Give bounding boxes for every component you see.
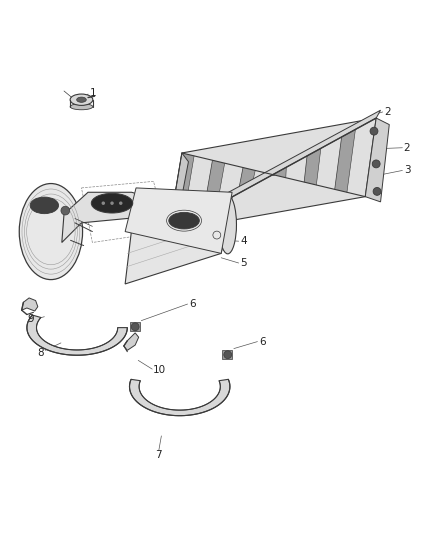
Text: 9: 9 xyxy=(27,314,34,324)
Polygon shape xyxy=(62,192,153,243)
Polygon shape xyxy=(365,118,389,202)
Bar xyxy=(223,350,232,359)
Polygon shape xyxy=(169,153,194,231)
Ellipse shape xyxy=(70,103,93,110)
Polygon shape xyxy=(304,148,321,185)
Polygon shape xyxy=(21,298,38,311)
Polygon shape xyxy=(238,167,255,193)
Ellipse shape xyxy=(70,94,93,106)
Bar xyxy=(130,322,140,331)
Polygon shape xyxy=(272,167,286,177)
Polygon shape xyxy=(162,231,182,248)
Ellipse shape xyxy=(219,195,237,254)
Polygon shape xyxy=(125,188,232,253)
Circle shape xyxy=(370,127,378,135)
Ellipse shape xyxy=(169,212,199,229)
Polygon shape xyxy=(27,315,127,355)
Polygon shape xyxy=(203,160,225,213)
Ellipse shape xyxy=(91,193,133,213)
Text: 7: 7 xyxy=(155,450,162,460)
Circle shape xyxy=(131,323,139,330)
Text: 3: 3 xyxy=(404,165,410,175)
Circle shape xyxy=(61,206,70,215)
Circle shape xyxy=(102,201,105,205)
Polygon shape xyxy=(130,379,230,416)
Text: 1: 1 xyxy=(90,88,97,98)
Text: 2: 2 xyxy=(384,107,391,117)
Text: 6: 6 xyxy=(189,299,196,309)
Polygon shape xyxy=(169,118,376,231)
Polygon shape xyxy=(335,130,356,192)
Polygon shape xyxy=(124,333,139,350)
Text: 2: 2 xyxy=(404,143,410,153)
Text: 5: 5 xyxy=(240,258,247,268)
Circle shape xyxy=(372,160,380,168)
Polygon shape xyxy=(125,192,232,284)
Text: 10: 10 xyxy=(152,366,166,375)
Polygon shape xyxy=(169,110,381,231)
Text: 8: 8 xyxy=(38,348,44,358)
Circle shape xyxy=(373,188,381,195)
Circle shape xyxy=(224,351,232,359)
Ellipse shape xyxy=(19,183,82,280)
Text: 6: 6 xyxy=(260,337,266,346)
Ellipse shape xyxy=(30,197,59,214)
Ellipse shape xyxy=(77,97,86,102)
Polygon shape xyxy=(162,153,188,243)
Circle shape xyxy=(110,201,114,205)
Circle shape xyxy=(119,201,123,205)
Text: 4: 4 xyxy=(240,236,247,246)
